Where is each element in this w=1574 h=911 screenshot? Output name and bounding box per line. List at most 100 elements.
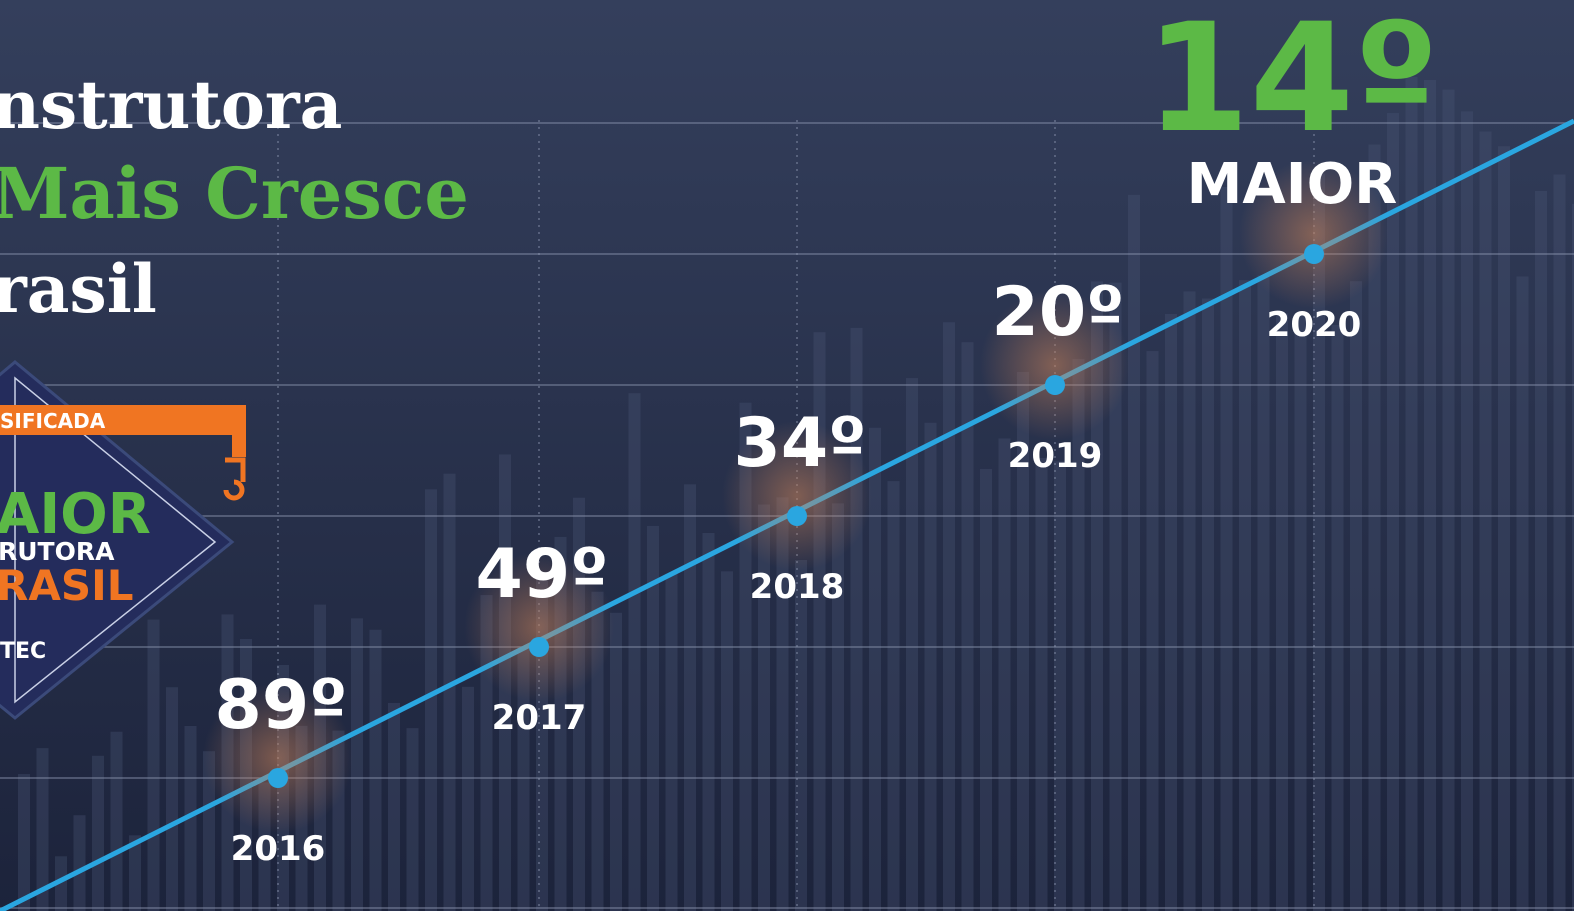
bg-bar <box>369 629 382 911</box>
bg-bar <box>18 774 30 911</box>
bg-bar <box>647 525 659 911</box>
bg-bar <box>1239 280 1251 911</box>
bg-bar <box>1202 298 1214 911</box>
bg-bar <box>610 612 622 911</box>
year-label: 2019 <box>1008 436 1103 476</box>
year-label: 2017 <box>492 698 587 738</box>
bg-bar <box>1442 89 1455 911</box>
badge-ribbon <box>0 405 246 435</box>
bg-bar <box>462 686 474 911</box>
bg-bar <box>702 532 715 911</box>
bg-bar <box>1294 312 1307 911</box>
bg-bar <box>110 731 123 911</box>
point <box>1304 244 1324 264</box>
bg-bar <box>795 559 807 911</box>
bg-bar <box>721 571 733 911</box>
bg-bar <box>1017 371 1029 911</box>
bg-bar <box>443 473 456 911</box>
glow <box>203 683 353 833</box>
bg-bar <box>92 755 104 911</box>
bg-bar <box>832 503 844 911</box>
milestones: 2016 89º 2017 49º 2018 34º 2019 20º 2020 <box>203 159 1389 869</box>
bg-bar <box>1276 313 1288 911</box>
year-label: 2016 <box>231 829 326 869</box>
bg-bar <box>1072 358 1085 911</box>
point <box>787 506 807 526</box>
rank-label: 49º <box>476 535 609 614</box>
bg-bar <box>1572 203 1574 911</box>
bg-bar <box>1313 173 1325 911</box>
bg-bar <box>1128 194 1140 911</box>
bg-bar <box>184 725 197 911</box>
bg-bar <box>869 427 881 911</box>
bg-bar <box>1368 144 1381 911</box>
bg-bar <box>1220 186 1233 911</box>
bg-bar <box>1331 324 1344 911</box>
bg-bar <box>1461 111 1473 911</box>
point <box>268 768 288 788</box>
headline-line: rasil <box>0 250 157 328</box>
bg-bar <box>1516 276 1529 911</box>
badge-text: AIOR <box>0 482 151 547</box>
bg-bar <box>943 322 955 911</box>
bg-bar <box>887 481 900 911</box>
badge: SIFICADA AIOR RUTORA RASIL TEC <box>0 360 246 720</box>
badge-diamond <box>0 360 235 720</box>
bg-bar <box>1553 174 1566 911</box>
bg-bar <box>684 484 696 911</box>
hook-arm <box>232 435 246 457</box>
badge-brand: TEC <box>0 639 46 664</box>
highlight-rank: 14º <box>1145 0 1438 166</box>
bg-bar <box>1146 351 1159 911</box>
badge-text: RASIL <box>0 561 133 610</box>
bg-bar <box>36 748 49 911</box>
point <box>529 637 549 657</box>
bg-bar <box>1424 79 1436 911</box>
bg-bar <box>1165 313 1177 911</box>
bg-bar <box>1257 275 1270 911</box>
glow <box>722 421 872 571</box>
background-bars <box>18 76 1574 911</box>
badge-text: RUTORA <box>0 537 115 566</box>
glow <box>1239 159 1389 309</box>
rank-label: 34º <box>734 404 867 483</box>
glow <box>980 290 1130 440</box>
year-label: 2020 <box>1267 305 1362 345</box>
bg-bar <box>1183 291 1196 911</box>
bg-bar <box>776 497 789 911</box>
badge-ribbon-text: SIFICADA <box>0 409 106 433</box>
year-label: 2018 <box>750 567 845 607</box>
bg-bar <box>998 438 1011 911</box>
bg-bar <box>758 504 770 911</box>
bg-bar <box>628 393 641 911</box>
bg-bar <box>129 835 141 911</box>
bg-bar <box>166 687 178 911</box>
bg-bar <box>1479 131 1492 911</box>
bg-bar <box>1350 281 1362 911</box>
bg-bar <box>351 618 363 911</box>
bg-bar <box>1405 76 1418 911</box>
bg-bar <box>55 856 67 911</box>
bg-bar <box>73 815 86 911</box>
bg-bar <box>1035 457 1048 911</box>
headline-line: Mais Cresce <box>0 152 469 235</box>
glow <box>464 552 614 702</box>
point <box>1045 375 1065 395</box>
highlight-label: MAIOR <box>1187 152 1398 217</box>
bg-bar <box>1054 461 1066 911</box>
bg-bar <box>1535 190 1547 911</box>
bg-bar <box>1109 282 1122 911</box>
hook <box>223 457 246 501</box>
bg-bar <box>1091 281 1103 911</box>
bg-bar <box>1387 113 1399 911</box>
bg-bar <box>406 728 419 911</box>
bg-bar <box>147 619 160 911</box>
bg-bar <box>1498 146 1510 911</box>
bg-bar <box>924 422 937 911</box>
bg-bar <box>425 489 437 911</box>
rank-label: 20º <box>992 273 1125 352</box>
rank-label: 89º <box>215 666 348 745</box>
bg-bar <box>665 573 678 911</box>
